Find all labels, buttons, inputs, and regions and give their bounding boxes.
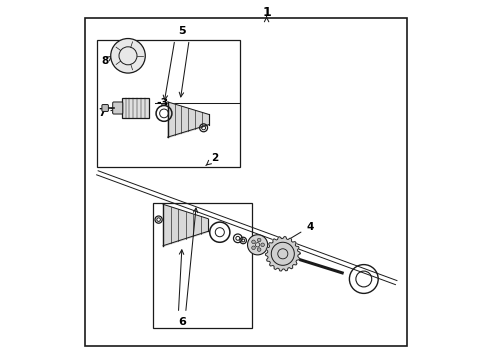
Circle shape — [257, 238, 261, 242]
Text: -3: -3 — [157, 98, 169, 108]
Bar — [85, 18, 407, 346]
Text: 8: 8 — [101, 56, 112, 66]
Bar — [122, 98, 148, 118]
Text: 7: 7 — [98, 108, 116, 118]
Circle shape — [111, 39, 145, 73]
Bar — [98, 40, 240, 167]
Text: 2: 2 — [206, 153, 218, 166]
Text: 4: 4 — [277, 222, 314, 246]
Circle shape — [261, 243, 265, 247]
Circle shape — [257, 248, 261, 251]
Bar — [153, 203, 252, 328]
Text: 5: 5 — [178, 26, 186, 36]
Polygon shape — [266, 237, 300, 271]
Text: 6: 6 — [178, 317, 186, 327]
Circle shape — [252, 246, 255, 249]
FancyBboxPatch shape — [113, 102, 123, 114]
Circle shape — [252, 240, 255, 244]
Circle shape — [247, 235, 268, 255]
FancyBboxPatch shape — [102, 104, 108, 112]
Text: 1: 1 — [262, 6, 271, 19]
